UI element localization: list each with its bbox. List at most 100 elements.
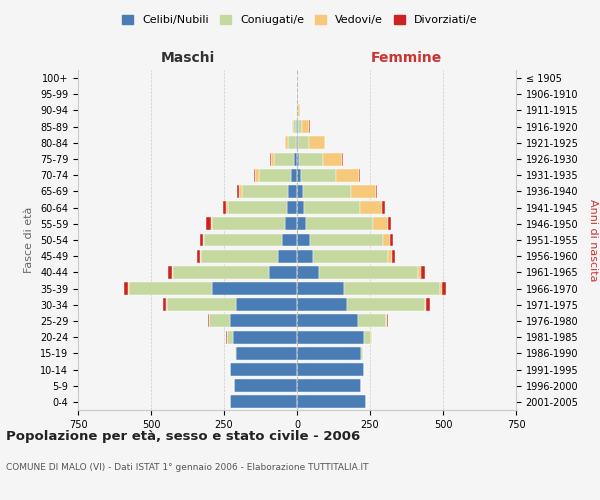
Bar (391, 234, 394, 246)
Bar (223, 201, 226, 214)
Bar (128, 282, 129, 295)
Bar (306, 218, 373, 230)
Bar (310, 234, 383, 246)
Bar (254, 169, 259, 181)
Bar (297, 314, 358, 328)
Bar (297, 234, 310, 246)
Bar (236, 347, 297, 360)
Bar (388, 218, 391, 230)
Bar (360, 201, 382, 214)
Bar (303, 185, 351, 198)
Bar (288, 185, 297, 198)
Bar (172, 266, 173, 279)
Bar (383, 234, 391, 246)
Bar (323, 152, 341, 166)
Bar (319, 266, 418, 279)
Bar (304, 201, 360, 214)
Bar (173, 266, 269, 279)
Bar (234, 379, 297, 392)
Bar (278, 250, 297, 262)
Bar (286, 136, 288, 149)
Bar (292, 120, 293, 133)
Bar (297, 330, 364, 344)
Bar (297, 136, 298, 149)
Bar (230, 363, 297, 376)
Bar (269, 266, 297, 279)
Bar (297, 201, 304, 214)
Bar (427, 298, 430, 311)
Text: COMUNE DI MALO (VI) - Dati ISTAT 1° gennaio 2006 - Elaborazione TUTTITALIA.IT: COMUNE DI MALO (VI) - Dati ISTAT 1° genn… (6, 463, 368, 472)
Bar (287, 201, 297, 214)
Bar (200, 234, 203, 246)
Bar (388, 250, 392, 262)
Bar (364, 330, 371, 344)
Bar (230, 396, 297, 408)
Bar (297, 218, 306, 230)
Bar (167, 266, 172, 279)
Bar (359, 169, 360, 181)
Bar (208, 314, 209, 328)
Text: Maschi: Maschi (160, 51, 215, 65)
Bar (347, 298, 425, 311)
Y-axis label: Fasce di età: Fasce di età (25, 207, 34, 273)
Bar (200, 250, 278, 262)
Bar (296, 136, 297, 149)
Bar (308, 136, 325, 149)
Bar (294, 152, 297, 166)
Bar (209, 314, 230, 328)
Bar (237, 185, 239, 198)
Bar (297, 250, 313, 262)
Bar (124, 282, 128, 295)
Bar (373, 218, 388, 230)
Bar (351, 185, 376, 198)
Bar (283, 234, 297, 246)
Bar (271, 152, 274, 166)
Bar (288, 136, 296, 149)
Bar (382, 201, 385, 214)
Bar (361, 347, 363, 360)
Bar (358, 314, 386, 328)
Bar (129, 282, 212, 295)
Bar (235, 347, 236, 360)
Bar (341, 152, 343, 166)
Bar (297, 298, 347, 311)
Bar (297, 266, 319, 279)
Text: Femmine: Femmine (371, 51, 442, 65)
Bar (301, 169, 335, 181)
Bar (212, 282, 297, 295)
Bar (197, 250, 200, 262)
Bar (335, 169, 359, 181)
Bar (166, 298, 167, 311)
Bar (242, 185, 288, 198)
Bar (297, 379, 361, 392)
Bar (236, 298, 297, 311)
Bar (203, 234, 283, 246)
Bar (297, 104, 298, 117)
Bar (297, 152, 299, 166)
Bar (297, 282, 344, 295)
Bar (259, 169, 291, 181)
Bar (313, 250, 388, 262)
Bar (233, 330, 297, 344)
Bar (344, 282, 440, 295)
Bar (227, 330, 233, 344)
Bar (297, 396, 365, 408)
Bar (297, 169, 301, 181)
Bar (392, 250, 395, 262)
Legend: Celibi/Nubili, Coniugati/e, Vedovi/e, Divorziati/e: Celibi/Nubili, Coniugati/e, Vedovi/e, Di… (118, 10, 482, 30)
Bar (212, 218, 286, 230)
Bar (167, 298, 236, 311)
Bar (376, 185, 377, 198)
Bar (298, 120, 302, 133)
Bar (274, 152, 294, 166)
Bar (293, 120, 296, 133)
Bar (302, 120, 309, 133)
Bar (226, 201, 229, 214)
Bar (230, 314, 297, 328)
Bar (442, 282, 446, 295)
Bar (297, 347, 361, 360)
Bar (211, 218, 212, 230)
Bar (418, 266, 421, 279)
Bar (239, 185, 242, 198)
Text: Popolazione per età, sesso e stato civile - 2006: Popolazione per età, sesso e stato civil… (6, 430, 360, 443)
